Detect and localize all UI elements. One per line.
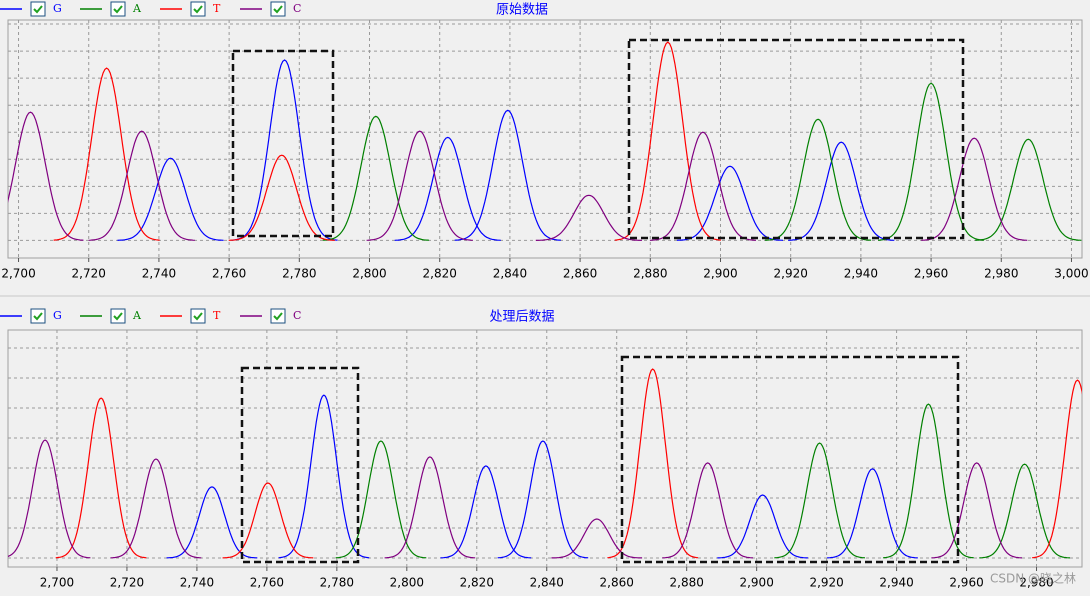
x-tick-label: 2,720 bbox=[72, 267, 106, 281]
x-tick-label: 2,800 bbox=[390, 576, 424, 590]
legend-label: C bbox=[293, 309, 301, 322]
peak bbox=[335, 440, 427, 559]
peak bbox=[366, 130, 473, 241]
legend-checkbox[interactable] bbox=[270, 1, 286, 17]
peak bbox=[535, 194, 642, 241]
x-tick-label: 2,740 bbox=[142, 267, 176, 281]
x-tick-label: 2,840 bbox=[530, 576, 564, 590]
legend-label: G bbox=[53, 309, 62, 322]
legend-checkbox[interactable] bbox=[190, 308, 206, 324]
peak bbox=[1032, 379, 1082, 559]
legend-checkbox[interactable] bbox=[30, 1, 46, 17]
x-tick-label: 2,980 bbox=[984, 267, 1018, 281]
plot-area bbox=[7, 19, 1083, 259]
checkmark bbox=[113, 5, 123, 14]
x-tick-label: 2,940 bbox=[879, 576, 913, 590]
peak bbox=[454, 109, 561, 241]
checkmark bbox=[33, 5, 43, 14]
peak bbox=[440, 465, 532, 559]
legend-checkbox[interactable] bbox=[110, 1, 126, 17]
checkmark bbox=[273, 5, 283, 14]
x-tick-label: 2,780 bbox=[282, 267, 316, 281]
x-tick-label: 2,820 bbox=[423, 267, 457, 281]
peak bbox=[717, 494, 808, 559]
x-tick-label: 2,760 bbox=[250, 576, 284, 590]
peak bbox=[53, 67, 160, 241]
peak bbox=[827, 468, 918, 559]
peak bbox=[764, 118, 872, 241]
checkmark bbox=[33, 312, 43, 321]
legend-checkbox[interactable] bbox=[190, 1, 206, 17]
x-tick-label: 2,880 bbox=[670, 576, 704, 590]
highlight-box bbox=[620, 355, 960, 564]
checkmark bbox=[273, 312, 283, 321]
legend-label: C bbox=[293, 2, 301, 15]
peak bbox=[322, 115, 429, 241]
x-tick-label: 2,940 bbox=[844, 267, 878, 281]
peak bbox=[788, 141, 895, 241]
legend-label: T bbox=[213, 309, 221, 322]
peak bbox=[222, 482, 314, 559]
peak bbox=[117, 157, 224, 241]
peak bbox=[110, 458, 202, 559]
peak bbox=[614, 41, 721, 241]
peak bbox=[921, 137, 1028, 241]
peak bbox=[384, 456, 476, 559]
x-tick-label: 2,720 bbox=[110, 576, 144, 590]
chart-title: 处理后数据 bbox=[489, 310, 554, 325]
peak bbox=[551, 518, 643, 559]
legend-label: A bbox=[132, 309, 142, 322]
x-tick-label: 2,740 bbox=[180, 576, 214, 590]
peak bbox=[55, 397, 147, 559]
peak bbox=[774, 442, 866, 559]
peak bbox=[8, 439, 91, 559]
legend-checkbox[interactable] bbox=[30, 308, 46, 324]
legend-label: A bbox=[132, 2, 142, 15]
peak bbox=[877, 82, 985, 241]
x-tick-label: 2,800 bbox=[352, 267, 386, 281]
x-tick-label: 2,960 bbox=[949, 576, 983, 590]
plot-area bbox=[7, 329, 1083, 568]
checkmark bbox=[193, 312, 203, 321]
traces bbox=[8, 41, 1082, 241]
legend-checkbox[interactable] bbox=[270, 308, 286, 324]
peak bbox=[979, 463, 1071, 559]
x-tick-label: 2,900 bbox=[703, 267, 737, 281]
x-tick-label: 2,920 bbox=[774, 267, 808, 281]
highlight-box bbox=[231, 49, 335, 238]
peak bbox=[88, 130, 195, 241]
legend-label: T bbox=[213, 2, 221, 15]
watermark: CSDN @晓之林 bbox=[990, 572, 1076, 586]
x-tick-label: 2,820 bbox=[460, 576, 494, 590]
peak bbox=[975, 138, 1082, 241]
legend-checkbox[interactable] bbox=[110, 308, 126, 324]
peak bbox=[676, 165, 784, 241]
chart-title: 原始数据 bbox=[496, 3, 548, 18]
x-tick-label: 2,980 bbox=[1019, 576, 1053, 590]
x-tick-label: 2,780 bbox=[320, 576, 354, 590]
legend-label: G bbox=[53, 2, 62, 15]
x-tick-label: 2,760 bbox=[212, 267, 246, 281]
peak bbox=[8, 111, 84, 241]
x-tick-label: 2,700 bbox=[40, 576, 74, 590]
checkmark bbox=[113, 312, 123, 321]
x-tick-label: 2,880 bbox=[633, 267, 667, 281]
x-tick-label: 3,000 bbox=[1054, 267, 1088, 281]
x-tick-label: 2,920 bbox=[809, 576, 843, 590]
x-tick-label: 2,700 bbox=[1, 267, 35, 281]
peak bbox=[931, 462, 1023, 559]
peak bbox=[649, 131, 757, 241]
x-tick-label: 2,900 bbox=[739, 576, 773, 590]
checkmark bbox=[193, 5, 203, 14]
peak bbox=[231, 59, 338, 241]
x-tick-label: 2,960 bbox=[914, 267, 948, 281]
x-tick-label: 2,860 bbox=[600, 576, 634, 590]
highlight-box bbox=[240, 366, 360, 564]
highlight-box bbox=[627, 38, 965, 240]
x-tick-label: 2,860 bbox=[563, 267, 597, 281]
x-tick-label: 2,840 bbox=[493, 267, 527, 281]
peak bbox=[662, 462, 754, 559]
